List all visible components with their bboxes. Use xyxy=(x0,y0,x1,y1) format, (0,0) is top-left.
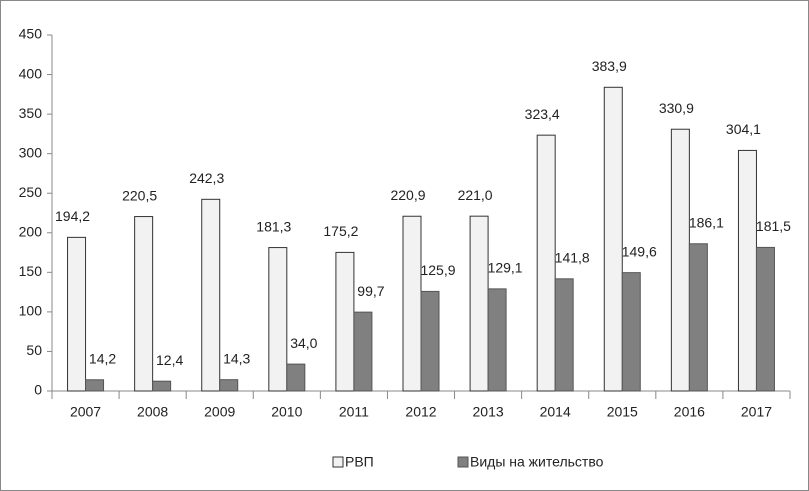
value-label: 220,5 xyxy=(122,187,157,203)
value-label: 304,1 xyxy=(726,121,761,137)
bar xyxy=(286,363,306,392)
bar xyxy=(134,216,154,392)
bar xyxy=(219,379,239,392)
value-label: 323,4 xyxy=(525,106,560,122)
bar xyxy=(268,247,288,392)
x-tick-label: 2012 xyxy=(405,404,436,420)
bar xyxy=(554,278,574,392)
legend-swatch xyxy=(332,456,344,468)
value-label: 14,3 xyxy=(223,350,250,366)
y-tick-label: 150 xyxy=(19,263,43,279)
y-tick-label: 300 xyxy=(19,144,43,160)
bar xyxy=(335,251,355,392)
y-tick-label: 100 xyxy=(19,303,43,319)
value-label: 34,0 xyxy=(290,335,317,351)
bar xyxy=(67,236,87,392)
value-label: 141,8 xyxy=(555,250,590,266)
value-label: 242,3 xyxy=(189,170,224,186)
bar xyxy=(603,86,623,392)
bar xyxy=(755,246,775,392)
legend-swatch xyxy=(457,456,469,468)
x-tick-label: 2016 xyxy=(674,404,705,420)
x-tick-label: 2008 xyxy=(137,404,168,420)
x-tick-label: 2011 xyxy=(339,404,369,420)
value-label: 175,2 xyxy=(323,223,358,239)
bar xyxy=(621,272,641,392)
value-label: 186,1 xyxy=(689,214,724,230)
value-label: 181,3 xyxy=(256,218,291,234)
bar xyxy=(353,311,373,392)
value-label: 194,2 xyxy=(55,208,90,224)
value-label: 14,2 xyxy=(89,350,116,366)
legend-label: РВП xyxy=(345,454,374,470)
x-tick-label: 2013 xyxy=(473,404,504,420)
x-tick-label: 2014 xyxy=(540,404,571,420)
value-label: 129,1 xyxy=(488,260,523,276)
x-tick-label: 2009 xyxy=(204,404,235,420)
y-tick-label: 350 xyxy=(19,105,43,121)
bar xyxy=(688,243,708,392)
y-tick-label: 450 xyxy=(19,26,43,42)
bar xyxy=(469,215,489,392)
value-label: 125,9 xyxy=(420,262,455,278)
x-tick-label: 2017 xyxy=(741,404,772,420)
value-label: 221,0 xyxy=(458,187,493,203)
value-label: 99,7 xyxy=(357,283,384,299)
value-label: 181,5 xyxy=(756,218,791,234)
x-tick-label: 2015 xyxy=(607,404,638,420)
x-tick-label: 2007 xyxy=(70,404,101,420)
bar xyxy=(152,380,172,392)
value-label: 220,9 xyxy=(390,187,425,203)
value-label: 149,6 xyxy=(622,243,657,259)
y-tick-label: 50 xyxy=(26,342,42,358)
bar xyxy=(85,379,105,392)
y-tick-label: 200 xyxy=(19,223,43,239)
value-label: 12,4 xyxy=(156,352,183,368)
bar xyxy=(737,149,757,392)
y-tick-label: 400 xyxy=(19,65,43,81)
value-label: 383,9 xyxy=(592,58,627,74)
bar xyxy=(536,134,556,392)
y-tick-label: 0 xyxy=(34,382,42,398)
legend-label: Виды на жительство xyxy=(470,454,604,470)
bar xyxy=(420,290,440,392)
value-label: 330,9 xyxy=(659,100,694,116)
y-tick-label: 250 xyxy=(19,184,43,200)
bar xyxy=(201,198,221,392)
x-tick-label: 2010 xyxy=(271,404,302,420)
bar xyxy=(402,215,422,392)
bar xyxy=(670,128,690,392)
bar xyxy=(487,288,507,392)
